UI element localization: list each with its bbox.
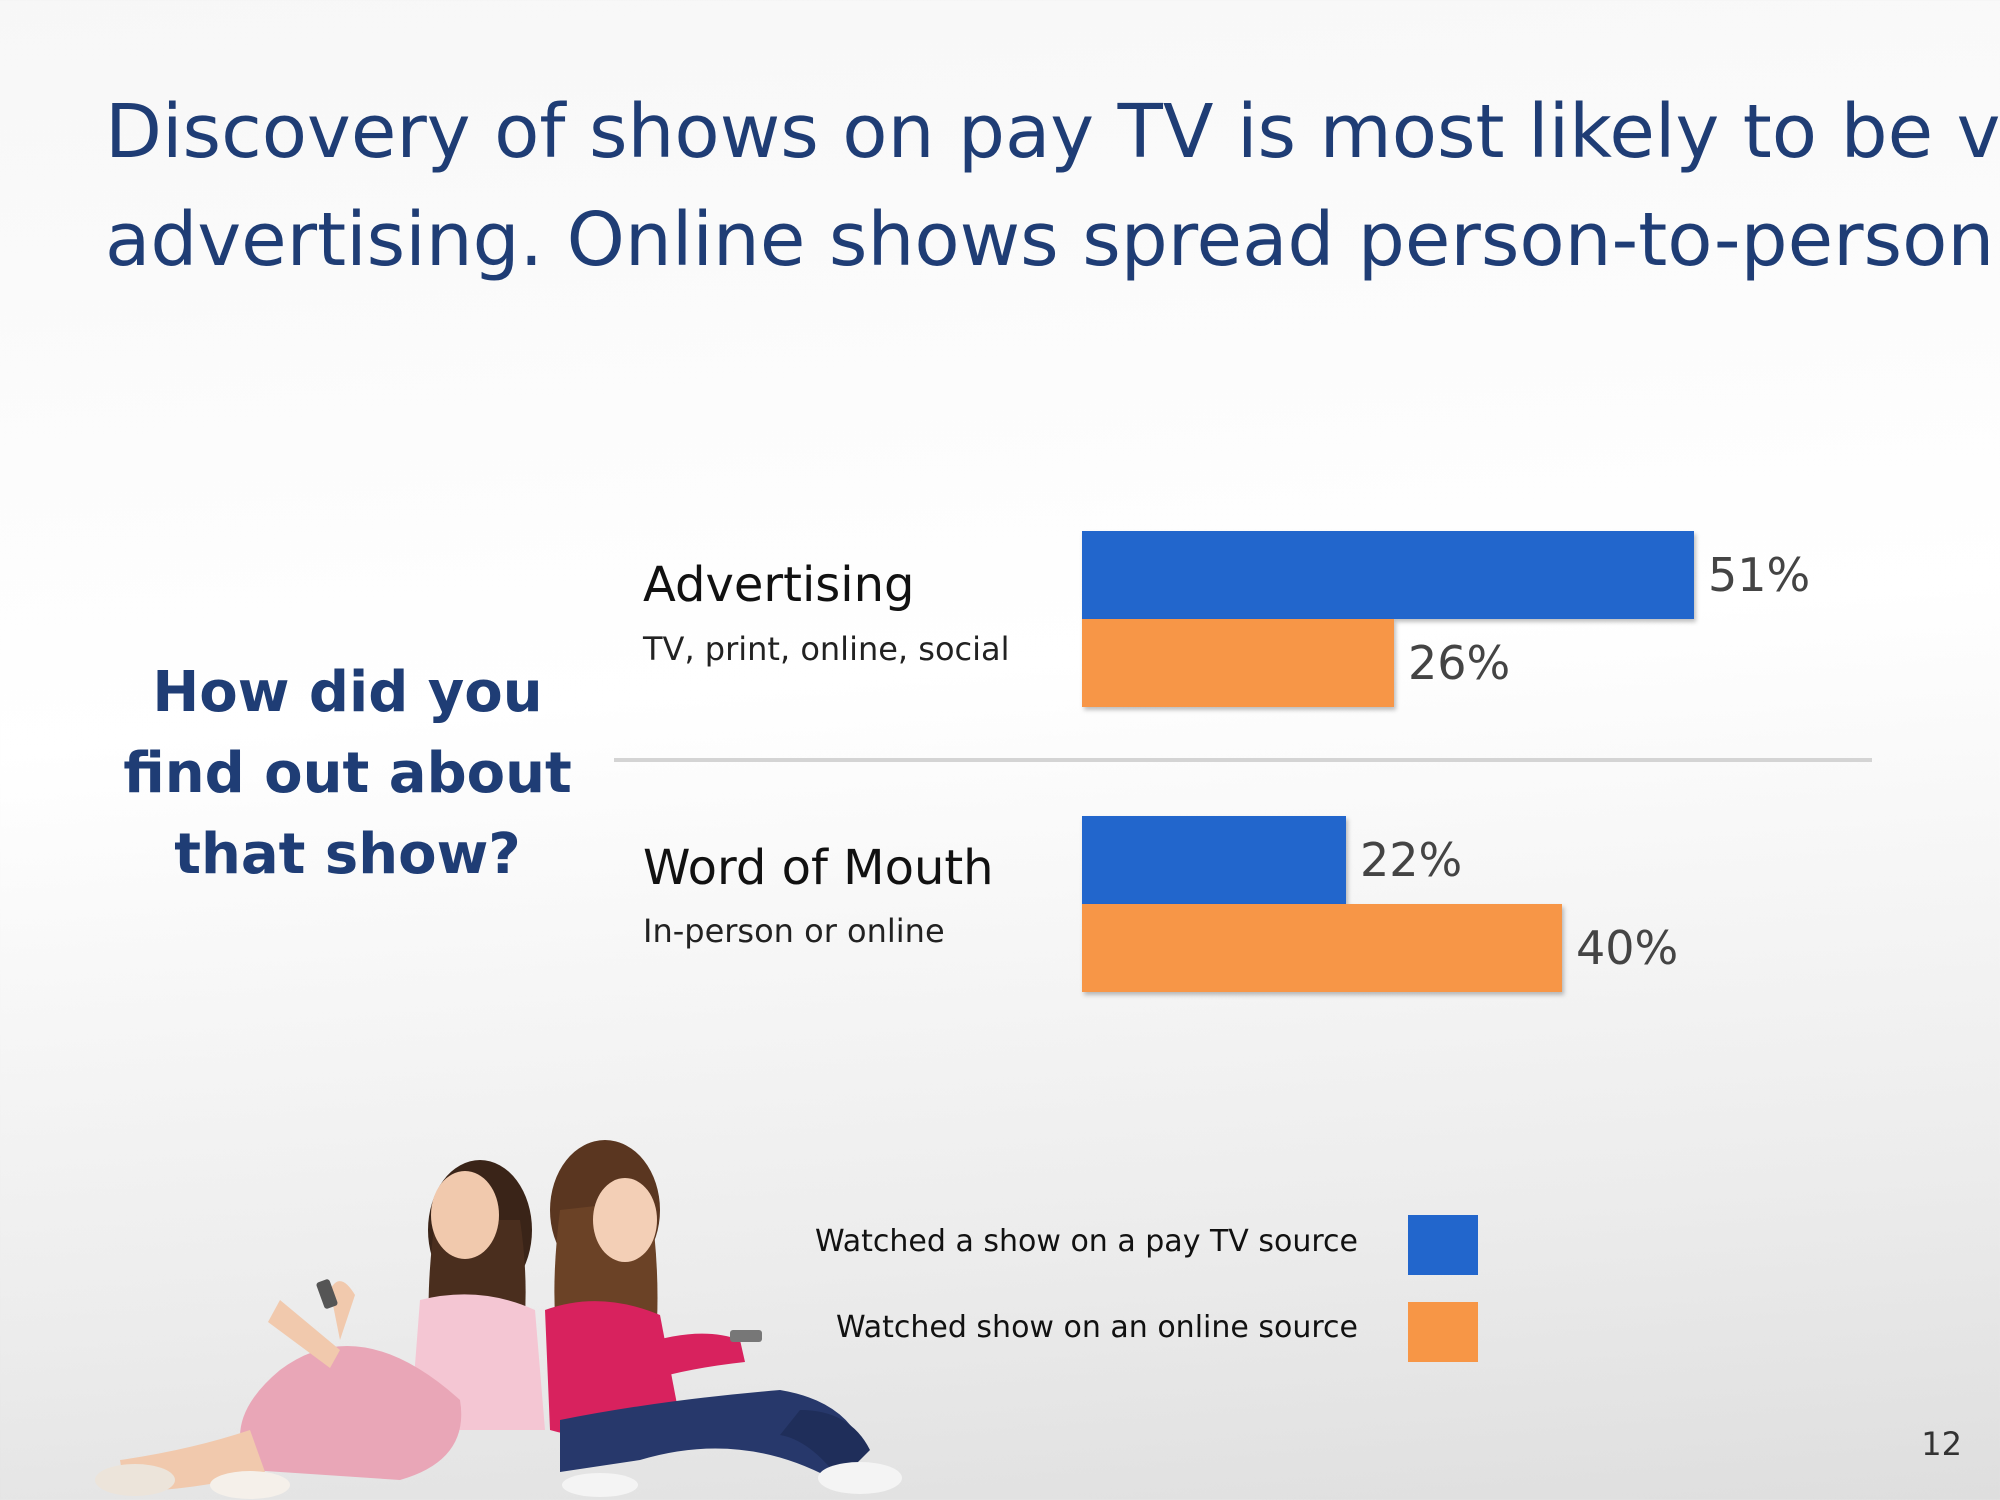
girls-using-phones-illustration bbox=[95, 1140, 902, 1499]
category-label-advertising: Advertising bbox=[643, 557, 915, 613]
bar-chart: 51% 26% 22% 40% bbox=[614, 531, 1872, 992]
bar-word-of-mouth-pay-tv bbox=[1082, 816, 1346, 904]
legend-swatch-pay-tv bbox=[1408, 1215, 1478, 1275]
legend-label-pay-tv: Watched a show on a pay TV source bbox=[815, 1224, 1358, 1259]
category-label-word-of-mouth: Word of Mouth bbox=[643, 840, 994, 896]
survey-question-line-1: How did you bbox=[152, 660, 543, 725]
data-label-advertising-pay-tv: 51% bbox=[1708, 548, 1810, 602]
bar-advertising-pay-tv bbox=[1082, 531, 1694, 619]
survey-question: How did you find out about that show? bbox=[95, 652, 600, 895]
legend-swatch-online bbox=[1408, 1302, 1478, 1362]
data-label-word-of-mouth-pay-tv: 22% bbox=[1360, 833, 1462, 887]
slide-title-line-1: Discovery of shows on pay TV is most lik… bbox=[105, 89, 2000, 175]
slide-title-line-2: advertising. Online shows spread person-… bbox=[105, 197, 1995, 283]
survey-question-line-2: find out about bbox=[123, 741, 572, 806]
legend-label-online: Watched show on an online source bbox=[835, 1310, 1358, 1345]
category-subtitle-advertising: TV, print, online, social bbox=[643, 630, 1010, 668]
page-number: 12 bbox=[1921, 1425, 1962, 1463]
slide-title: Discovery of shows on pay TV is most lik… bbox=[105, 78, 2000, 294]
bar-advertising-online bbox=[1082, 619, 1394, 707]
category-subtitle-word-of-mouth: In-person or online bbox=[643, 912, 945, 950]
survey-question-line-3: that show? bbox=[174, 822, 521, 887]
bar-word-of-mouth-online bbox=[1082, 904, 1562, 992]
data-label-word-of-mouth-online: 40% bbox=[1576, 921, 1678, 975]
data-label-advertising-online: 26% bbox=[1408, 636, 1510, 690]
